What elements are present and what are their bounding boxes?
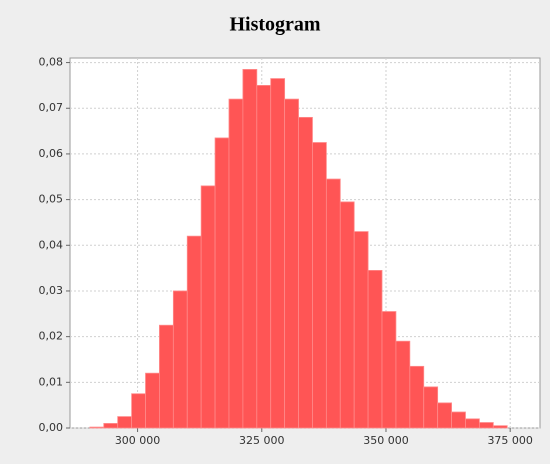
y-tick-label: 0,02	[39, 330, 64, 343]
bar	[478, 422, 494, 429]
bar	[159, 324, 174, 429]
bar	[367, 270, 383, 429]
bar	[284, 98, 299, 429]
y-tick-label: 0,00	[39, 421, 64, 434]
y-tick-label: 0,04	[39, 238, 64, 251]
bar	[395, 340, 411, 429]
y-tick-label: 0,06	[39, 147, 64, 160]
x-tick-label: 375 000	[487, 434, 533, 447]
bar	[172, 290, 188, 429]
bar	[409, 365, 425, 429]
bar	[312, 142, 327, 429]
y-tick-label: 0,01	[39, 375, 64, 388]
y-tick-label: 0,03	[39, 284, 64, 297]
x-tick-label: 350 000	[363, 434, 409, 447]
bar	[131, 393, 146, 429]
chart-title: Histogram	[229, 14, 320, 36]
bar	[145, 372, 160, 429]
bar	[214, 137, 230, 429]
bar	[325, 178, 341, 429]
bar	[298, 116, 313, 429]
bar	[256, 85, 272, 429]
y-tick-label: 0,07	[39, 101, 64, 114]
x-tick-label: 300 000	[115, 434, 161, 447]
bar	[353, 231, 369, 429]
bar	[200, 185, 216, 429]
x-tick-label: 325 000	[239, 434, 285, 447]
bar	[451, 411, 466, 429]
bar	[103, 423, 119, 429]
y-tick-label: 0,05	[39, 193, 64, 206]
bar	[339, 201, 355, 429]
bar	[89, 426, 105, 429]
bar	[423, 386, 439, 429]
bar	[228, 98, 244, 429]
bar	[117, 416, 133, 429]
bar	[437, 402, 452, 429]
bar	[270, 78, 286, 429]
y-tick-label: 0,08	[39, 56, 64, 69]
bar	[381, 311, 397, 429]
bar	[492, 425, 508, 429]
bar	[186, 235, 202, 429]
bar	[242, 69, 258, 429]
bar	[465, 418, 480, 429]
